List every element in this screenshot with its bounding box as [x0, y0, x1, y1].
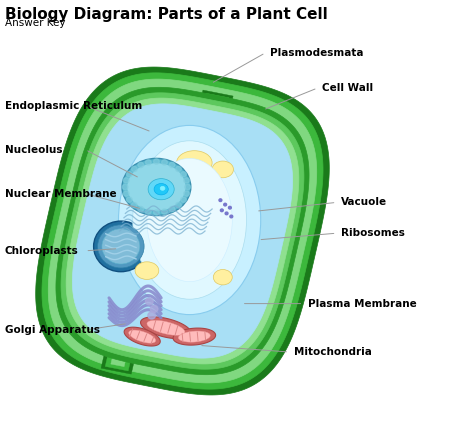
Polygon shape — [260, 161, 275, 173]
Circle shape — [185, 184, 191, 190]
Circle shape — [184, 178, 190, 183]
Text: Answer Key: Answer Key — [5, 18, 65, 29]
Ellipse shape — [153, 166, 179, 186]
Polygon shape — [255, 157, 281, 177]
Polygon shape — [173, 328, 216, 345]
Circle shape — [228, 206, 231, 209]
Polygon shape — [250, 154, 285, 180]
Ellipse shape — [127, 163, 186, 211]
Ellipse shape — [135, 262, 159, 279]
Ellipse shape — [148, 179, 174, 200]
Text: Plasmodesmata: Plasmodesmata — [270, 48, 364, 58]
Circle shape — [162, 209, 167, 214]
Polygon shape — [97, 267, 112, 279]
Text: Mitochondria: Mitochondria — [294, 347, 372, 357]
Polygon shape — [251, 304, 266, 316]
Circle shape — [224, 203, 227, 206]
Polygon shape — [245, 300, 272, 320]
Ellipse shape — [147, 158, 232, 282]
Ellipse shape — [102, 229, 140, 264]
Circle shape — [154, 210, 159, 215]
Circle shape — [162, 160, 167, 165]
Circle shape — [138, 206, 144, 212]
Polygon shape — [129, 330, 155, 343]
Ellipse shape — [212, 161, 233, 178]
Polygon shape — [105, 351, 132, 371]
Circle shape — [150, 305, 158, 312]
Circle shape — [169, 162, 175, 168]
Circle shape — [146, 209, 151, 214]
Polygon shape — [178, 331, 210, 342]
Circle shape — [220, 209, 223, 212]
Polygon shape — [56, 87, 309, 375]
Polygon shape — [202, 93, 229, 114]
Text: Vacuole: Vacuole — [341, 198, 387, 207]
Circle shape — [154, 159, 159, 164]
Circle shape — [123, 191, 129, 196]
Circle shape — [169, 206, 175, 212]
Circle shape — [225, 212, 228, 215]
Circle shape — [176, 202, 182, 208]
Text: Endoplasmic Reticulum: Endoplasmic Reticulum — [5, 101, 142, 110]
Ellipse shape — [98, 225, 144, 268]
Circle shape — [123, 178, 129, 183]
Polygon shape — [73, 104, 292, 358]
Polygon shape — [141, 317, 191, 339]
Polygon shape — [42, 73, 323, 389]
Circle shape — [181, 197, 186, 202]
Circle shape — [146, 298, 153, 305]
Circle shape — [181, 172, 186, 177]
Polygon shape — [241, 297, 276, 323]
Ellipse shape — [154, 183, 168, 195]
Text: Ribosomes: Ribosomes — [341, 228, 405, 238]
Polygon shape — [208, 98, 223, 109]
Polygon shape — [91, 263, 118, 283]
Text: Cell Wall: Cell Wall — [322, 83, 374, 93]
Ellipse shape — [118, 125, 261, 315]
Text: Nuclear Membrane: Nuclear Membrane — [5, 189, 116, 198]
Polygon shape — [111, 355, 126, 367]
Circle shape — [127, 197, 132, 202]
Circle shape — [146, 160, 151, 165]
Circle shape — [131, 166, 137, 172]
Text: Biology Diagram: Parts of a Plant Cell: Biology Diagram: Parts of a Plant Cell — [5, 7, 328, 22]
Polygon shape — [61, 93, 304, 369]
Ellipse shape — [122, 158, 191, 216]
Ellipse shape — [94, 221, 148, 271]
Circle shape — [122, 184, 128, 190]
Circle shape — [127, 172, 132, 177]
Polygon shape — [87, 260, 122, 286]
Circle shape — [148, 312, 155, 319]
Ellipse shape — [213, 269, 232, 285]
Text: Plasma Membrane: Plasma Membrane — [308, 299, 417, 308]
Circle shape — [184, 191, 190, 196]
Text: Nucleolus: Nucleolus — [5, 145, 62, 154]
Circle shape — [131, 202, 137, 208]
Circle shape — [219, 199, 222, 202]
Polygon shape — [147, 320, 185, 335]
Ellipse shape — [133, 141, 246, 299]
Polygon shape — [101, 348, 136, 374]
Ellipse shape — [176, 150, 212, 175]
Ellipse shape — [160, 187, 165, 190]
Circle shape — [138, 162, 144, 168]
Polygon shape — [48, 79, 317, 383]
Polygon shape — [36, 67, 329, 395]
Circle shape — [176, 166, 182, 172]
Polygon shape — [124, 327, 160, 346]
Circle shape — [230, 215, 233, 218]
Text: Chloroplasts: Chloroplasts — [5, 246, 79, 256]
Polygon shape — [198, 90, 233, 117]
Polygon shape — [66, 98, 299, 364]
Text: Golgi Apparatus: Golgi Apparatus — [5, 325, 100, 335]
